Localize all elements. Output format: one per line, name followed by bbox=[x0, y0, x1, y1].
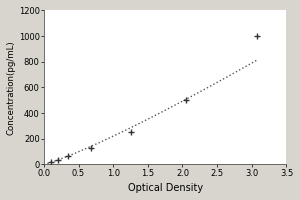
Y-axis label: Concentration(pg/mL): Concentration(pg/mL) bbox=[7, 40, 16, 135]
X-axis label: Optical Density: Optical Density bbox=[128, 183, 203, 193]
